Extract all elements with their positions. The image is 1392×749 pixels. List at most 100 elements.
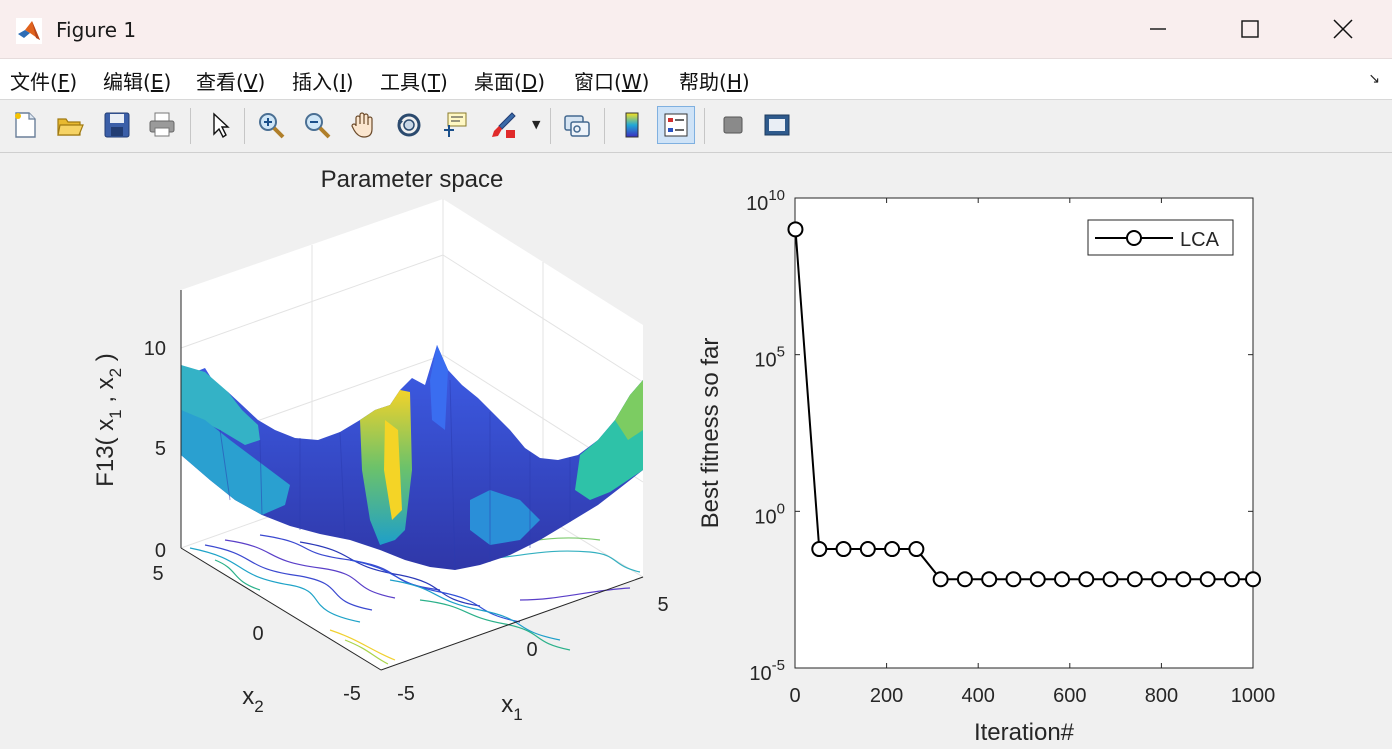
z-tick-label: 10 bbox=[144, 338, 166, 360]
parameter-space-plot: 0 5 10 -5 0 5 5 0 -5 Parameter space x1 … bbox=[92, 166, 669, 724]
legend-button[interactable] bbox=[657, 106, 695, 144]
toolbar-separator bbox=[704, 108, 705, 144]
menu-desktop[interactable]: 桌面(D) bbox=[474, 70, 546, 94]
series-lca bbox=[787, 221, 1261, 588]
close-button[interactable] bbox=[1313, 6, 1373, 52]
save-icon bbox=[104, 112, 130, 138]
x-tick-label: 400 bbox=[962, 685, 995, 707]
x-tick-label: 5 bbox=[657, 594, 668, 616]
data-point bbox=[811, 541, 828, 558]
data-point bbox=[1126, 571, 1143, 588]
data-cursor-icon bbox=[444, 112, 467, 137]
y-tick-label: 5 bbox=[152, 563, 163, 585]
data-point bbox=[1054, 571, 1071, 588]
y-tick-label: 1010 bbox=[746, 187, 785, 215]
pan-button[interactable] bbox=[344, 106, 382, 144]
menu-insert[interactable]: 插入(I) bbox=[292, 70, 354, 94]
toolbar-separator bbox=[550, 108, 551, 144]
data-point bbox=[1078, 571, 1095, 588]
rotate-3d-icon bbox=[397, 113, 421, 137]
dock-arrow-icon[interactable]: ↘ bbox=[1368, 71, 1380, 87]
data-point bbox=[1199, 571, 1216, 588]
pointer-button[interactable] bbox=[200, 106, 238, 144]
colorbar-button[interactable] bbox=[613, 106, 651, 144]
x-tick-label: 0 bbox=[526, 639, 537, 661]
rotate-3d-button[interactable] bbox=[390, 106, 428, 144]
data-point bbox=[1151, 571, 1168, 588]
colorbar-icon bbox=[625, 112, 639, 138]
brush-icon bbox=[492, 112, 516, 138]
zoom-in-button[interactable] bbox=[252, 106, 290, 144]
y-tick-label: -5 bbox=[343, 683, 361, 705]
plot-area bbox=[794, 197, 1254, 669]
maximize-icon bbox=[1241, 20, 1259, 38]
z-tick-label: 0 bbox=[155, 540, 166, 562]
link-plot-button[interactable] bbox=[558, 106, 596, 144]
x2-axis-label: x2 bbox=[242, 683, 263, 716]
menu-tools[interactable]: 工具(T) bbox=[380, 70, 448, 94]
pan-icon bbox=[351, 112, 373, 138]
data-point bbox=[1102, 571, 1119, 588]
matlab-logo-icon bbox=[16, 18, 42, 44]
pointer-icon bbox=[213, 112, 230, 139]
hide-plot-tools-button[interactable] bbox=[714, 106, 752, 144]
menu-bar: 文件(F) 编辑(E) 查看(V) 插入(I) 工具(T) 桌面(D) 窗口(W… bbox=[0, 59, 1392, 100]
surface-plot bbox=[181, 345, 643, 571]
print-icon bbox=[149, 112, 175, 137]
zoom-out-button[interactable] bbox=[298, 106, 336, 144]
title-bar: Figure 1 bbox=[0, 0, 1392, 59]
contour-lines bbox=[189, 534, 641, 665]
menu-file[interactable]: 文件(F) bbox=[10, 70, 78, 94]
data-point bbox=[1029, 571, 1046, 588]
data-point bbox=[835, 541, 852, 558]
close-icon bbox=[1333, 19, 1353, 39]
data-point bbox=[1005, 571, 1022, 588]
maximize-button[interactable] bbox=[1220, 6, 1280, 52]
data-point bbox=[1245, 571, 1261, 588]
zoom-in-icon bbox=[259, 113, 285, 139]
data-point bbox=[859, 541, 876, 558]
hide-plot-tools-icon bbox=[723, 116, 743, 134]
figure-toolbar: ▼ bbox=[0, 100, 1392, 153]
data-cursor-button[interactable] bbox=[436, 106, 474, 144]
menu-help[interactable]: 帮助(H) bbox=[679, 70, 750, 94]
save-button[interactable] bbox=[98, 106, 136, 144]
toolbar-separator bbox=[604, 108, 605, 144]
data-point bbox=[956, 571, 973, 588]
data-point bbox=[1175, 571, 1192, 588]
print-button[interactable] bbox=[143, 106, 181, 144]
y-axis-label: Best fitness so far bbox=[697, 338, 724, 529]
open-button[interactable] bbox=[51, 106, 89, 144]
x-tick-label: 200 bbox=[870, 685, 903, 707]
minimize-icon bbox=[1150, 28, 1166, 30]
new-figure-button[interactable] bbox=[6, 106, 44, 144]
axis-lines bbox=[180, 290, 644, 671]
menu-edit[interactable]: 编辑(E) bbox=[103, 70, 172, 94]
window-title: Figure 1 bbox=[56, 18, 137, 42]
show-plot-tools-button[interactable] bbox=[758, 106, 796, 144]
new-figure-icon bbox=[15, 112, 36, 138]
x-tick-label: 800 bbox=[1145, 685, 1178, 707]
menu-view[interactable]: 查看(V) bbox=[196, 70, 266, 94]
minimize-button[interactable] bbox=[1128, 6, 1188, 52]
data-point bbox=[884, 541, 901, 558]
link-plot-icon bbox=[564, 115, 590, 137]
toolbar-separator bbox=[190, 108, 191, 144]
brush-dropdown-icon[interactable]: ▼ bbox=[532, 118, 541, 131]
data-point bbox=[908, 541, 925, 558]
legend-label: LCA bbox=[1180, 229, 1220, 251]
open-icon bbox=[57, 118, 84, 136]
x-tick-label: -5 bbox=[397, 683, 415, 705]
x-tick-label: 1000 bbox=[1231, 685, 1276, 707]
x-axis-label: Iteration# bbox=[974, 719, 1075, 746]
show-plot-tools-icon bbox=[764, 114, 790, 136]
data-point bbox=[787, 221, 804, 238]
y-tick-label: 100 bbox=[754, 500, 785, 528]
figure-canvas: 0 5 10 -5 0 5 5 0 -5 Parameter space x1 … bbox=[92, 166, 1276, 746]
legend: LCA bbox=[1087, 219, 1234, 256]
y-tick-label: 105 bbox=[754, 344, 785, 372]
y-tick-label: 0 bbox=[252, 623, 263, 645]
menu-window[interactable]: 窗口(W) bbox=[574, 70, 650, 94]
x-tick-label: 0 bbox=[789, 685, 800, 707]
brush-button[interactable] bbox=[484, 106, 522, 144]
